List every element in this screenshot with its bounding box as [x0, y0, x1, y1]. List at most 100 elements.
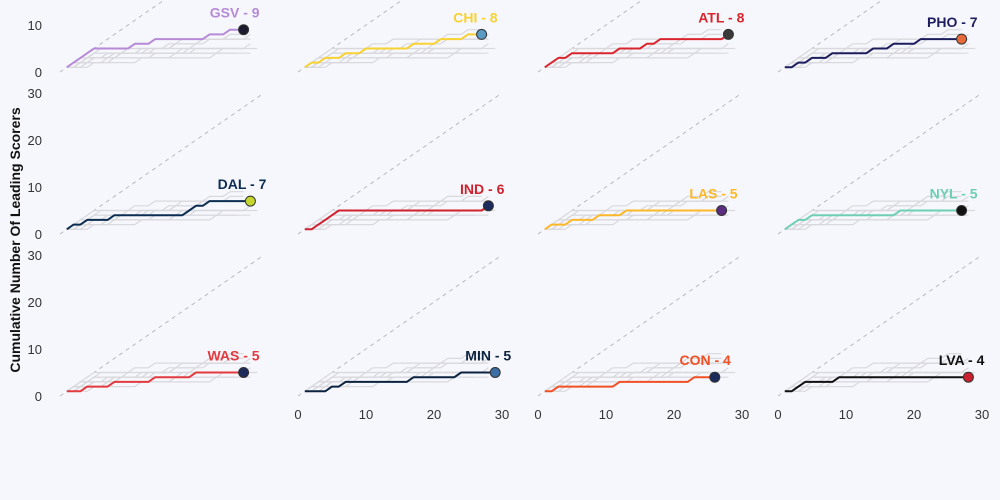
series-line: [66, 43, 251, 68]
series-line: [784, 29, 962, 68]
series-line: [304, 376, 489, 392]
series-line: [784, 52, 955, 68]
series-line: [304, 191, 482, 230]
series-line: [544, 214, 729, 230]
series-line: [66, 200, 251, 231]
end-marker: [956, 33, 968, 45]
series-line: [304, 52, 475, 68]
end-marker: [489, 367, 501, 378]
panel: CHI - 8: [297, 0, 498, 73]
panel: 0 10 20 30 LVA - 4: [774, 254, 989, 422]
y-tick-label: 0: [35, 389, 42, 404]
panel: 0 10 20 30 MIN - 5: [294, 254, 511, 422]
series-line: [544, 214, 715, 230]
series-line: [784, 214, 969, 230]
series-line: [544, 367, 729, 392]
series-line: [544, 376, 729, 392]
series-line: [66, 214, 251, 230]
x-tick-label: 20: [907, 407, 921, 422]
series-line: [304, 29, 482, 68]
panel-title: CHI - 8: [453, 9, 498, 25]
panel-title: NYL - 5: [930, 186, 978, 202]
series-line: [304, 214, 475, 230]
end-marker: [238, 367, 250, 378]
series-line: [66, 353, 244, 392]
series-line: [784, 205, 969, 230]
y-tick-label: 10: [28, 342, 42, 357]
x-tick-label: 30: [735, 407, 749, 422]
series-line: [544, 43, 729, 68]
end-marker: [716, 205, 728, 216]
series-line: [66, 367, 251, 392]
series-line: [66, 52, 251, 68]
series-line: [304, 367, 489, 392]
end-marker: [482, 200, 494, 212]
series-line: [784, 353, 962, 392]
series-line: [66, 376, 251, 392]
panel-title: IND - 6: [460, 181, 505, 197]
x-tick-label: 30: [975, 407, 989, 422]
panel-title: WAS - 5: [207, 348, 259, 364]
panel-title: PHO - 7: [927, 14, 978, 30]
end-marker: [244, 195, 256, 207]
y-tick-label: 0: [35, 65, 42, 80]
panel: LAS - 5: [537, 92, 743, 235]
series-line: [304, 353, 482, 392]
end-marker: [722, 28, 734, 40]
y-tick-label: 30: [28, 248, 42, 263]
end-marker: [476, 28, 488, 40]
y-tick-label: 30: [28, 86, 42, 101]
end-marker: [962, 371, 974, 383]
end-marker: [956, 205, 968, 216]
series-line: [544, 33, 729, 69]
x-tick-label: 0: [774, 407, 781, 422]
y-tick-label: 10: [28, 18, 42, 33]
series-line: [544, 29, 722, 68]
panel: NYL - 5: [777, 92, 983, 235]
series-line: [784, 376, 955, 392]
series-line: [784, 209, 962, 231]
panel: ATL - 8: [537, 0, 745, 73]
series-line: [784, 38, 962, 69]
y-tick-label: 20: [28, 133, 42, 148]
panel: 0 10 GSV - 9: [28, 0, 260, 80]
series-line: [304, 214, 489, 230]
series-line: [66, 205, 251, 230]
panel-title: MIN - 5: [465, 348, 511, 364]
panel-title: CON - 4: [679, 352, 731, 368]
series-line: [304, 52, 489, 68]
series-line: [544, 376, 715, 393]
panel-title: DAL - 7: [218, 176, 267, 192]
series-line: [544, 52, 729, 68]
y-tick-label: 10: [28, 180, 42, 195]
series-line: [66, 52, 237, 68]
x-tick-label: 20: [427, 407, 441, 422]
series-line: [66, 371, 244, 393]
x-tick-label: 10: [839, 407, 853, 422]
series-line: [784, 376, 969, 393]
series-line: [544, 209, 722, 231]
series-line: [784, 191, 962, 230]
series-line: [784, 52, 969, 68]
panel: 0 10 20 30 WAS - 5: [28, 248, 265, 404]
x-tick-label: 10: [359, 407, 373, 422]
series-line: [66, 214, 237, 230]
x-tick-label: 0: [534, 407, 541, 422]
series-line: [304, 204, 489, 231]
series-line: [784, 367, 969, 392]
panel: IND - 6: [297, 92, 505, 235]
series-line: [544, 205, 729, 230]
panel-title: GSV - 9: [210, 5, 260, 21]
x-tick-label: 0: [294, 407, 301, 422]
panel-title: LAS - 5: [689, 186, 737, 202]
panel: 0 10 20 30 CON - 4: [534, 254, 749, 422]
panel: PHO - 7: [777, 0, 978, 73]
series-line: [304, 33, 482, 69]
series-line: [66, 191, 244, 230]
x-tick-label: 20: [667, 407, 681, 422]
series-line: [784, 214, 955, 230]
series-line: [544, 191, 722, 230]
panel: 0 10 20 30 DAL - 7: [28, 86, 267, 242]
y-tick-label: 20: [28, 295, 42, 310]
